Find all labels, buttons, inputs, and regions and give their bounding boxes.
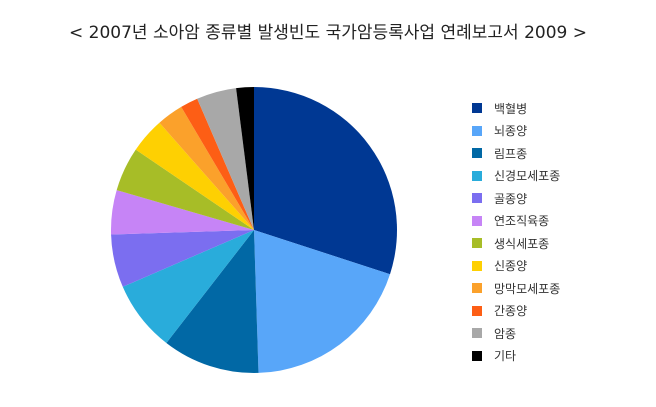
legend-label: 생식세포종 xyxy=(494,236,550,251)
legend-label: 연조직육종 xyxy=(494,214,550,229)
legend-label: 신경모세포종 xyxy=(494,169,561,184)
pie-slice-1 xyxy=(254,87,397,275)
legend-label: 기타 xyxy=(494,349,517,364)
legend-item-12: 기타 xyxy=(472,345,560,368)
pie-slice-3 xyxy=(166,230,259,373)
pie-slice-9 xyxy=(159,106,254,230)
legend-item-3: 림프종 xyxy=(472,142,560,165)
legend-label: 망막모세포종 xyxy=(494,281,561,296)
legend-label: 백혈병 xyxy=(494,101,528,116)
pie-slice-10 xyxy=(181,98,254,230)
legend-item-9: 망막모세포종 xyxy=(472,277,560,300)
legend-swatch xyxy=(472,260,482,271)
legend-item-2: 뇌종양 xyxy=(472,120,560,143)
legend-label: 림프종 xyxy=(494,146,528,161)
legend-item-6: 연조직육종 xyxy=(472,210,560,233)
legend-swatch xyxy=(472,125,482,136)
chart-title: < 2007년 소아암 종류별 발생빈도 국가암등록사업 연례보고서 2009 … xyxy=(69,23,587,43)
legend-label: 골종양 xyxy=(494,191,528,206)
legend-swatch xyxy=(472,283,482,294)
legend-item-4: 신경모세포종 xyxy=(472,165,560,188)
pie-slice-4 xyxy=(122,230,254,343)
pie-slice-12 xyxy=(236,87,254,230)
legend-label: 신종양 xyxy=(494,259,528,274)
legend-swatch xyxy=(472,193,482,204)
legend-swatch xyxy=(472,215,482,226)
legend-label: 뇌종양 xyxy=(494,124,528,139)
pie-slice-6 xyxy=(111,190,254,235)
legend-swatch xyxy=(472,238,482,249)
legend-item-10: 간종양 xyxy=(472,300,560,323)
legend-swatch xyxy=(472,328,482,339)
pie-svg xyxy=(111,87,397,373)
pie-slice-8 xyxy=(135,122,254,230)
legend-item-1: 백혈병 xyxy=(472,97,560,120)
legend-label: 간종양 xyxy=(494,304,528,319)
legend-swatch xyxy=(472,350,482,361)
pie-slice-5 xyxy=(111,230,255,287)
pie-chart xyxy=(100,78,410,383)
legend-item-8: 신종양 xyxy=(472,255,560,278)
pie-slice-2 xyxy=(254,230,391,373)
pie-slice-11 xyxy=(197,88,254,230)
legend-swatch xyxy=(472,170,482,181)
legend-item-7: 생식세포종 xyxy=(472,232,560,255)
legend-label: 암종 xyxy=(494,326,517,341)
legend-item-5: 골종양 xyxy=(472,187,560,210)
legend-swatch xyxy=(472,148,482,159)
legend-item-11: 암종 xyxy=(472,322,560,345)
legend-swatch xyxy=(472,305,482,316)
legend-swatch xyxy=(472,103,482,114)
pie-slice-7 xyxy=(116,149,254,230)
